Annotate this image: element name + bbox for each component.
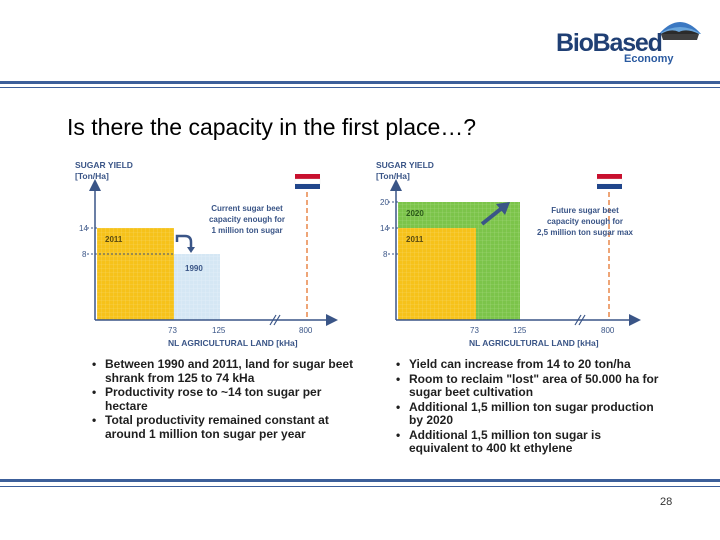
list-item: Productivity rose to ~14 ton sugar per h…: [90, 385, 355, 413]
y-axis-title: SUGAR YIELD: [376, 160, 434, 170]
x-tick-125: 125: [513, 326, 527, 335]
slide-title: Is there the capacity in the first place…: [67, 114, 477, 140]
annotation-line-3: 1 million ton sugar: [211, 226, 282, 235]
y-tick-14: 14: [79, 224, 88, 233]
logo-wordmark: BioBased: [556, 29, 663, 57]
y-tick-20: 20: [380, 198, 389, 207]
logo-subtitle: Economy: [624, 53, 674, 65]
list-item: Additional 1,5 million ton sugar product…: [394, 400, 659, 428]
curved-arrow-icon: [175, 234, 193, 248]
y-axis-unit: [Ton/Ha]: [75, 171, 109, 181]
diagonal-arrow-icon: [480, 202, 510, 226]
x-tick-73: 73: [470, 326, 479, 335]
x-axis-title: NL AGRICULTURAL LAND [kHa]: [469, 338, 599, 348]
x-tick-73: 73: [168, 326, 177, 335]
label-2011: 2011: [406, 235, 424, 244]
top-divider: [0, 81, 720, 84]
dutch-flag-icon: [596, 174, 623, 189]
left-bullet-list: Between 1990 and 2011, land for sugar be…: [90, 357, 355, 442]
block-2011: [398, 228, 476, 320]
list-item: Room to reclaim "lost" area of 50.000 ha…: [394, 372, 659, 400]
block-1990: [174, 254, 220, 320]
left-chart-svg: SUGAR YIELD [Ton/Ha] 2011 1990 14 8 73 1…: [75, 160, 338, 348]
x-tick-125: 125: [212, 326, 226, 335]
bottom-divider: [0, 479, 720, 482]
right-chart: SUGAR YIELD [Ton/Ha] 2020 2011 20 14 8 7…: [374, 152, 674, 357]
y-tick-14: 14: [380, 224, 389, 233]
right-chart-svg: SUGAR YIELD [Ton/Ha] 2020 2011 20 14 8 7…: [376, 160, 641, 348]
block-2011: [97, 228, 174, 320]
list-item: Between 1990 and 2011, land for sugar be…: [90, 357, 355, 385]
y-axis-title: SUGAR YIELD: [75, 160, 133, 170]
list-item: Additional 1,5 million ton sugar is equi…: [394, 428, 659, 456]
x-axis-title: NL AGRICULTURAL LAND [kHa]: [168, 338, 298, 348]
page-number: 28: [660, 496, 673, 508]
x-tick-800: 800: [299, 326, 313, 335]
list-item: Total productivity remained constant at …: [90, 413, 355, 441]
annotation-line-2: capacity enough for: [209, 215, 285, 224]
x-tick-800: 800: [601, 326, 615, 335]
dutch-flag-icon: [294, 174, 321, 189]
annotation-line-1: Future sugar beet: [551, 206, 619, 215]
y-tick-8: 8: [82, 250, 87, 259]
annotation-line-1: Current sugar beet: [211, 204, 283, 213]
y-tick-8: 8: [383, 250, 388, 259]
top-divider-thin: [0, 87, 720, 88]
right-bullet-list: Yield can increase from 14 to 20 ton/ha …: [394, 357, 659, 457]
list-item: Yield can increase from 14 to 20 ton/ha: [394, 357, 659, 372]
bottom-divider-thin: [0, 486, 720, 487]
label-1990: 1990: [185, 264, 203, 273]
globe-landscape-icon: [659, 22, 701, 40]
annotation-line-3: 2,5 million ton sugar max: [537, 228, 634, 237]
biobased-logo: BioBased Economy: [556, 14, 706, 70]
label-2020: 2020: [406, 209, 424, 218]
label-2011: 2011: [105, 235, 123, 244]
left-chart: SUGAR YIELD [Ton/Ha] 2011 1990 14 8 73 1…: [73, 152, 373, 357]
annotation-line-2: capacity enough for: [547, 217, 623, 226]
y-axis-unit: [Ton/Ha]: [376, 171, 410, 181]
